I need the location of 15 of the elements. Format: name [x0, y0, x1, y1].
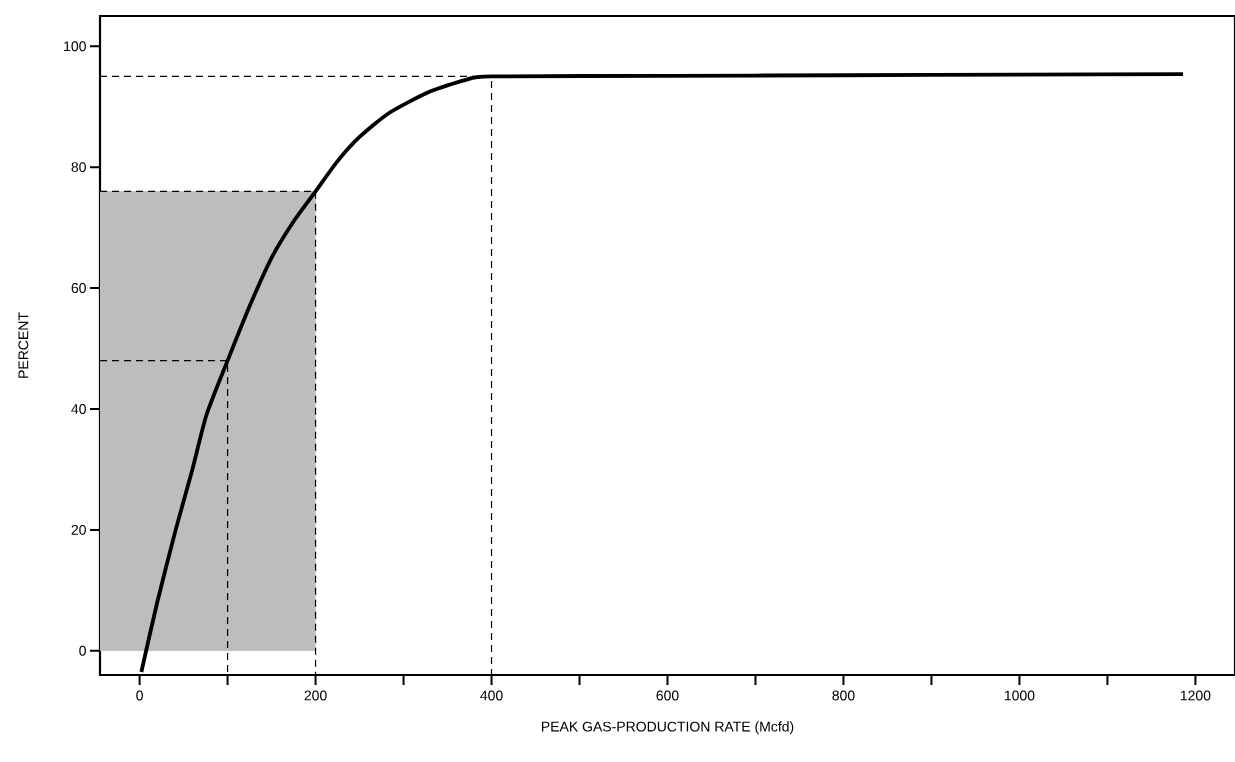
- x-axis-title: PEAK GAS-PRODUCTION RATE (Mcfd): [542, 721, 794, 735]
- y-tick-label: 40: [71, 404, 86, 414]
- y-tick-label: 80: [71, 162, 86, 173]
- x-tick-label: 200: [304, 690, 327, 701]
- y-tick-label: 0: [79, 645, 86, 656]
- x-tick-label: 1200: [1180, 690, 1211, 701]
- x-tick-label: 0: [136, 690, 143, 701]
- y-tick-label: 60: [71, 283, 86, 294]
- y-tick-label: 20: [71, 524, 86, 535]
- x-tick-label: 600: [656, 690, 679, 701]
- x-tick-label: 1000: [1004, 690, 1035, 701]
- y-axis-title: PERCENT: [18, 312, 29, 378]
- x-tick-label: 400: [480, 690, 503, 701]
- x-tick-label: 800: [832, 690, 855, 701]
- y-tick-label: 100: [64, 41, 86, 52]
